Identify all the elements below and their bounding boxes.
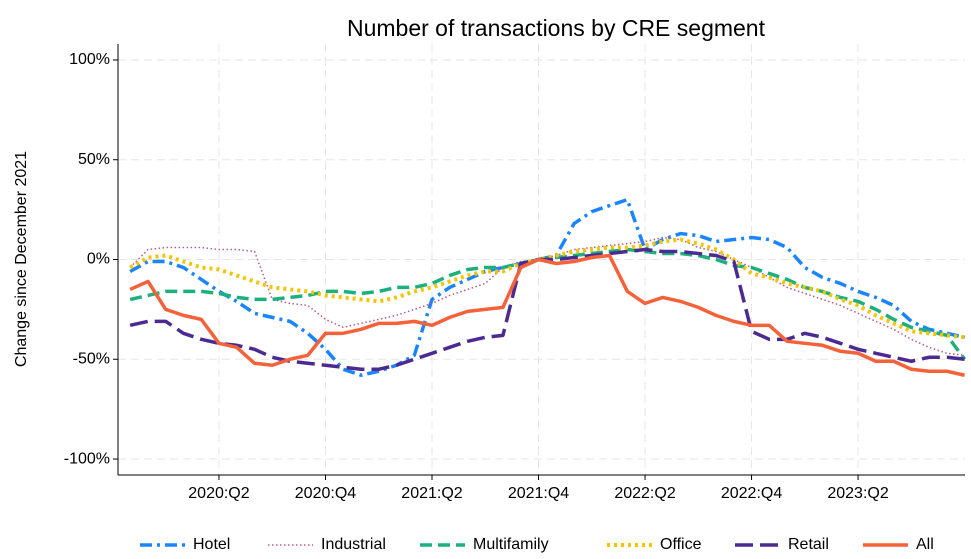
x-tick-label: 2022:Q4 [721, 485, 782, 502]
y-tick-label: -100% [64, 450, 110, 467]
legend-label: Office [660, 536, 702, 553]
y-axis-label: Change since December 2021 [13, 151, 30, 367]
y-tick-label: 0% [87, 251, 110, 268]
x-tick-label: 2021:Q4 [508, 485, 569, 502]
legend-label: Hotel [193, 536, 230, 553]
x-tick-label: 2022:Q2 [614, 485, 675, 502]
legend-label: Multifamily [473, 536, 549, 553]
x-tick-label: 2023:Q2 [827, 485, 888, 502]
legend-label: Retail [788, 536, 829, 553]
chart-title: Number of transactions by CRE segment [347, 15, 766, 41]
y-tick-label: -50% [73, 350, 110, 367]
series-line [129, 253, 965, 377]
x-tick-label: 2021:Q2 [401, 485, 462, 502]
legend-label: Industrial [321, 536, 386, 553]
series-line [129, 247, 965, 371]
legend-label: All [916, 536, 934, 553]
y-tick-label: 50% [78, 151, 110, 168]
y-tick-label: 100% [69, 51, 110, 68]
series-line [129, 236, 965, 357]
x-tick-label: 2020:Q2 [188, 485, 249, 502]
series-line [129, 237, 965, 340]
x-tick-label: 2020:Q4 [295, 485, 356, 502]
